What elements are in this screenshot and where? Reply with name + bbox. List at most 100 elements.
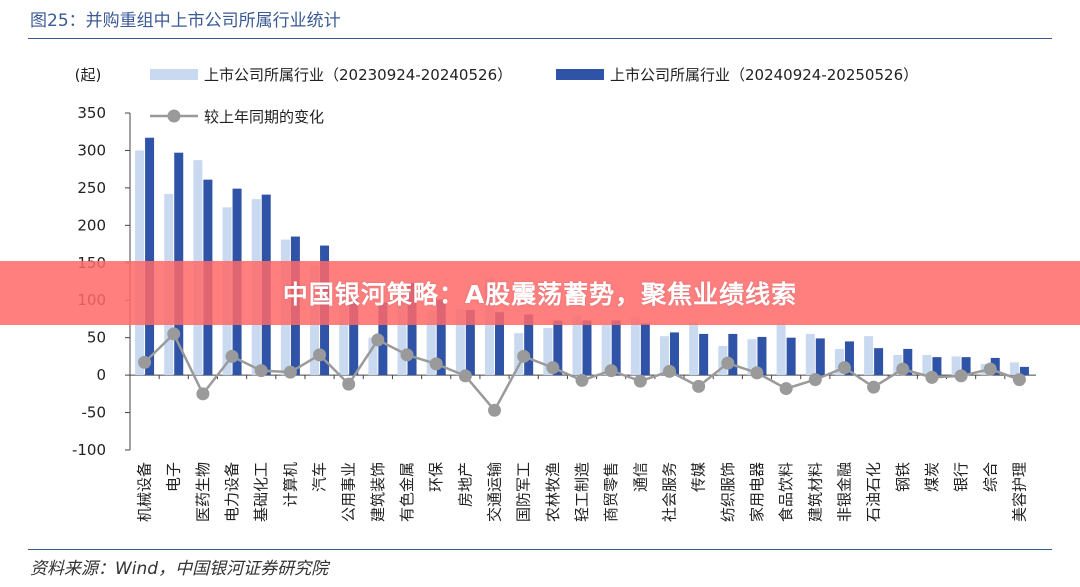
legend-label-change: 较上年同期的变化 xyxy=(204,108,324,126)
bar-2024-2025 xyxy=(961,357,971,376)
change-line-point xyxy=(925,370,939,384)
y-tick-label: 200 xyxy=(77,216,106,234)
bar-2023-2024 xyxy=(805,333,815,376)
change-line-point xyxy=(429,357,443,371)
change-line-point xyxy=(721,356,735,370)
title-rule xyxy=(28,38,1052,39)
chart-legend: 上市公司所属行业（20230924-20240526） 上市公司所属行业（2024… xyxy=(150,66,918,126)
bar-2023-2024 xyxy=(601,324,611,376)
bar-2023-2024 xyxy=(1009,362,1019,376)
x-category-label: 非银金融 xyxy=(835,462,853,522)
change-line-point xyxy=(983,362,997,376)
x-category-label: 食品饮料 xyxy=(777,462,795,522)
bar-2023-2024 xyxy=(572,315,582,376)
x-category-label: 交通运输 xyxy=(486,462,504,522)
change-line-point xyxy=(371,333,385,347)
bar-2024-2025 xyxy=(699,333,709,376)
x-category-label: 基础化工 xyxy=(252,462,270,522)
bar-2023-2024 xyxy=(922,354,932,376)
change-line-point xyxy=(283,365,297,379)
bar-2024-2025 xyxy=(903,348,913,376)
y-tick-label: 350 xyxy=(77,104,106,122)
x-category-label: 石油石化 xyxy=(865,462,883,522)
change-line-point xyxy=(488,403,502,417)
bar-2023-2024 xyxy=(776,324,786,376)
banner-text: 中国银河策略：A股震荡蓄势，聚焦业绩线索 xyxy=(282,280,798,309)
change-line-point xyxy=(808,373,822,387)
bar-2024-2025 xyxy=(145,137,155,376)
change-line-point xyxy=(662,364,676,378)
legend-swatch-2024-2025 xyxy=(556,69,604,80)
change-line-point xyxy=(400,348,414,362)
change-line-point xyxy=(225,349,239,363)
bar-2024-2025 xyxy=(757,336,767,376)
x-category-label: 传媒 xyxy=(690,462,708,492)
bar-2024-2025 xyxy=(669,332,679,376)
bar-2024-2025 xyxy=(465,309,475,376)
bar-2023-2024 xyxy=(834,348,844,376)
bar-2023-2024 xyxy=(368,337,378,376)
bar-2023-2024 xyxy=(689,322,699,376)
legend-swatch-change-point xyxy=(167,109,181,123)
x-category-label: 钢铁 xyxy=(894,462,912,492)
change-line-point xyxy=(138,355,152,369)
x-category-label: 综合 xyxy=(981,462,999,492)
change-line-point xyxy=(342,377,356,391)
bar-2024-2025 xyxy=(728,333,738,376)
change-line-point xyxy=(546,361,560,375)
bar-2023-2024 xyxy=(397,303,407,376)
change-line-point xyxy=(867,380,881,394)
bar-2023-2024 xyxy=(951,356,961,376)
x-category-label: 有色金属 xyxy=(398,462,416,522)
bar-2023-2024 xyxy=(659,336,669,376)
bar-2023-2024 xyxy=(485,277,495,376)
change-line-point xyxy=(1012,373,1026,387)
legend-swatch-2023-2024 xyxy=(150,69,198,80)
x-category-label: 公用事业 xyxy=(340,462,358,522)
y-tick-label: 0 xyxy=(96,366,106,384)
x-category-label: 通信 xyxy=(631,462,649,492)
bar-2023-2024 xyxy=(864,336,874,376)
change-line-point xyxy=(692,379,706,393)
legend-label-2023-2024: 上市公司所属行业（20230924-20240526） xyxy=(204,66,512,84)
x-category-label: 轻工制造 xyxy=(573,462,591,522)
change-line-point xyxy=(196,387,210,401)
chart-change-line xyxy=(138,327,1026,417)
x-category-label: 环保 xyxy=(427,462,445,492)
change-line-point xyxy=(633,374,647,388)
change-line-point xyxy=(837,361,851,375)
x-category-label: 电子 xyxy=(165,462,183,492)
x-category-label: 电力设备 xyxy=(223,462,241,522)
bar-2024-2025 xyxy=(815,338,825,376)
x-category-label: 房地产 xyxy=(456,462,474,507)
bar-2024-2025 xyxy=(844,341,854,376)
change-line-point xyxy=(779,382,793,396)
change-line-point xyxy=(254,364,268,378)
bar-2024-2025 xyxy=(349,300,359,376)
bar-2024-2025 xyxy=(640,323,650,376)
x-category-label: 汽车 xyxy=(311,462,329,492)
y-tick-label: 250 xyxy=(77,179,106,197)
x-category-label: 银行 xyxy=(952,462,970,492)
x-category-label: 纺织服饰 xyxy=(719,462,737,522)
x-category-label: 机械设备 xyxy=(136,462,154,522)
bar-2024-2025 xyxy=(932,357,942,376)
figure-title: 图25：并购重组中上市公司所属行业统计 xyxy=(30,11,341,31)
x-category-label: 社会服务 xyxy=(660,462,678,522)
y-tick-label: -50 xyxy=(82,404,107,422)
bar-2024-2025 xyxy=(407,282,417,376)
change-line-point xyxy=(575,373,589,387)
bar-2023-2024 xyxy=(747,339,757,376)
bar-2024-2025 xyxy=(436,299,446,376)
bar-2024-2025 xyxy=(495,312,505,376)
bar-2024-2025 xyxy=(553,320,563,376)
bar-2023-2024 xyxy=(543,327,553,376)
change-line-point xyxy=(896,362,910,376)
change-line-point xyxy=(604,364,618,378)
change-line-point xyxy=(458,369,472,383)
change-line-point xyxy=(750,366,764,380)
bar-2024-2025 xyxy=(582,320,592,376)
legend-label-2024-2025: 上市公司所属行业（20240924-20250526） xyxy=(610,66,918,84)
change-line-point xyxy=(313,348,327,362)
